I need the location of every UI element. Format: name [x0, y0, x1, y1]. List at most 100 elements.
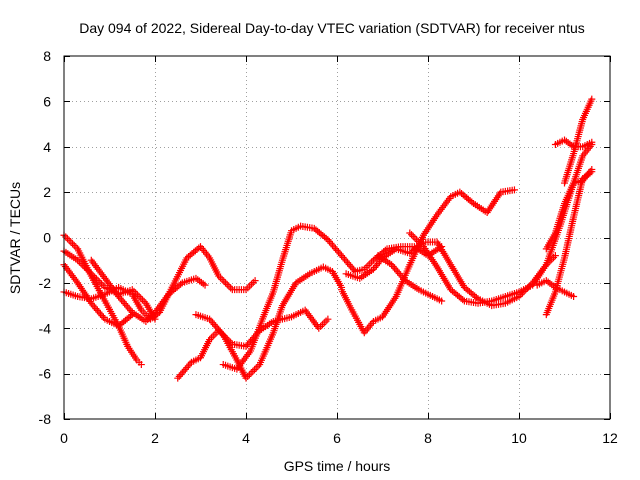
series-track-12: [406, 140, 596, 307]
data-point-dense: [84, 266, 92, 274]
data-point-dense: [381, 246, 389, 254]
data-points: [60, 95, 596, 382]
data-point-dense: [222, 279, 230, 287]
data-point-dense: [99, 282, 107, 290]
plot-frame: [63, 55, 611, 420]
series-track-8: [219, 222, 446, 373]
data-point: [406, 229, 414, 237]
data-point-dense: [65, 236, 73, 244]
data-point-dense: [416, 239, 424, 247]
data-point-dense: [244, 284, 252, 292]
data-point: [588, 165, 596, 173]
data-point-dense: [366, 260, 374, 268]
data-point-dense: [247, 369, 255, 377]
data-point-dense: [364, 262, 372, 270]
data-point: [438, 297, 446, 305]
data-point-dense: [96, 278, 104, 286]
data-point-dense: [252, 364, 260, 372]
x-tick-label: 6: [333, 430, 341, 446]
y-tick-label: -2: [39, 275, 52, 291]
x-tick-label: 0: [60, 430, 68, 446]
data-point-dense: [411, 234, 419, 242]
data-point-dense: [79, 261, 87, 269]
data-point: [251, 277, 259, 285]
x-tick-label: 10: [511, 430, 527, 446]
data-point: [242, 374, 250, 382]
data-point-dense: [62, 233, 70, 241]
data-point-dense: [218, 275, 226, 283]
y-tick-label: 2: [43, 184, 51, 200]
y-tick-label: 8: [43, 48, 51, 64]
data-point: [201, 281, 209, 289]
data-point: [74, 256, 82, 264]
data-point-dense: [322, 234, 330, 242]
data-point-dense: [69, 240, 77, 248]
data-point-dense: [94, 277, 102, 285]
x-tick-label: 4: [242, 430, 250, 446]
data-point-dense: [413, 236, 421, 244]
data-point: [551, 252, 559, 260]
y-tick-label: 0: [43, 230, 51, 246]
y-tick-label: 6: [43, 93, 51, 109]
data-point-dense: [320, 319, 328, 327]
data-point-dense: [251, 366, 259, 374]
data-point-dense: [138, 296, 146, 304]
data-point-dense: [70, 241, 78, 249]
x-tick-label: 8: [424, 430, 432, 446]
data-point: [570, 292, 578, 300]
data-point-dense: [177, 280, 185, 288]
x-tick-label: 12: [602, 430, 618, 446]
grid: [64, 56, 610, 419]
data-point-dense: [227, 284, 235, 292]
y-tick-label: 4: [43, 139, 51, 155]
data-point-dense: [225, 282, 233, 290]
data-point-dense: [408, 231, 416, 239]
data-point-dense: [216, 274, 224, 282]
data-point-dense: [418, 241, 426, 249]
data-point: [137, 361, 145, 369]
series-track-9: [338, 186, 518, 337]
data-point-dense: [322, 317, 330, 325]
data-point-dense: [249, 278, 257, 286]
data-point-dense: [247, 280, 255, 288]
y-tick-label: -8: [39, 411, 52, 427]
x-tick-label: 2: [151, 430, 159, 446]
data-point: [324, 315, 332, 323]
data-point: [510, 186, 518, 194]
ticks: 0 2 4 6 8 10 12 -8 -6 -4 -2 0 2 4 6 8: [39, 48, 618, 446]
series-track-11: [374, 252, 446, 305]
data-point-dense: [77, 260, 85, 268]
data-point-dense: [220, 277, 228, 285]
series-track-10: [342, 238, 559, 310]
data-point-dense: [249, 367, 257, 375]
data-point-dense: [80, 263, 88, 271]
data-point-dense: [244, 372, 252, 380]
data-point-dense: [75, 258, 83, 266]
data-point-dense: [318, 321, 326, 329]
data-point-dense: [72, 243, 80, 251]
data-point-dense: [140, 298, 148, 306]
series-track-5: [87, 256, 209, 325]
data-point: [215, 272, 223, 280]
y-tick-label: -6: [39, 366, 52, 382]
data-point-dense: [459, 296, 467, 304]
x-axis-label: GPS time / hours: [284, 458, 391, 474]
series-track-15: [542, 165, 596, 253]
data-point-dense: [92, 275, 100, 283]
data-point-dense: [82, 265, 90, 273]
data-point-dense: [67, 238, 75, 246]
data-point-dense: [414, 237, 422, 245]
data-point: [588, 95, 596, 103]
data-point-dense: [63, 235, 71, 243]
data-point: [588, 138, 596, 146]
data-point-dense: [317, 322, 325, 330]
data-point-dense: [254, 362, 262, 370]
data-point-dense: [86, 268, 94, 276]
series-track-17: [561, 95, 596, 187]
y-axis-label: SDTVAR / TECUs: [7, 182, 23, 294]
data-point-dense: [137, 294, 145, 302]
data-point-dense: [368, 258, 376, 266]
data-point-dense: [209, 332, 217, 340]
series-track-13: [533, 277, 578, 300]
